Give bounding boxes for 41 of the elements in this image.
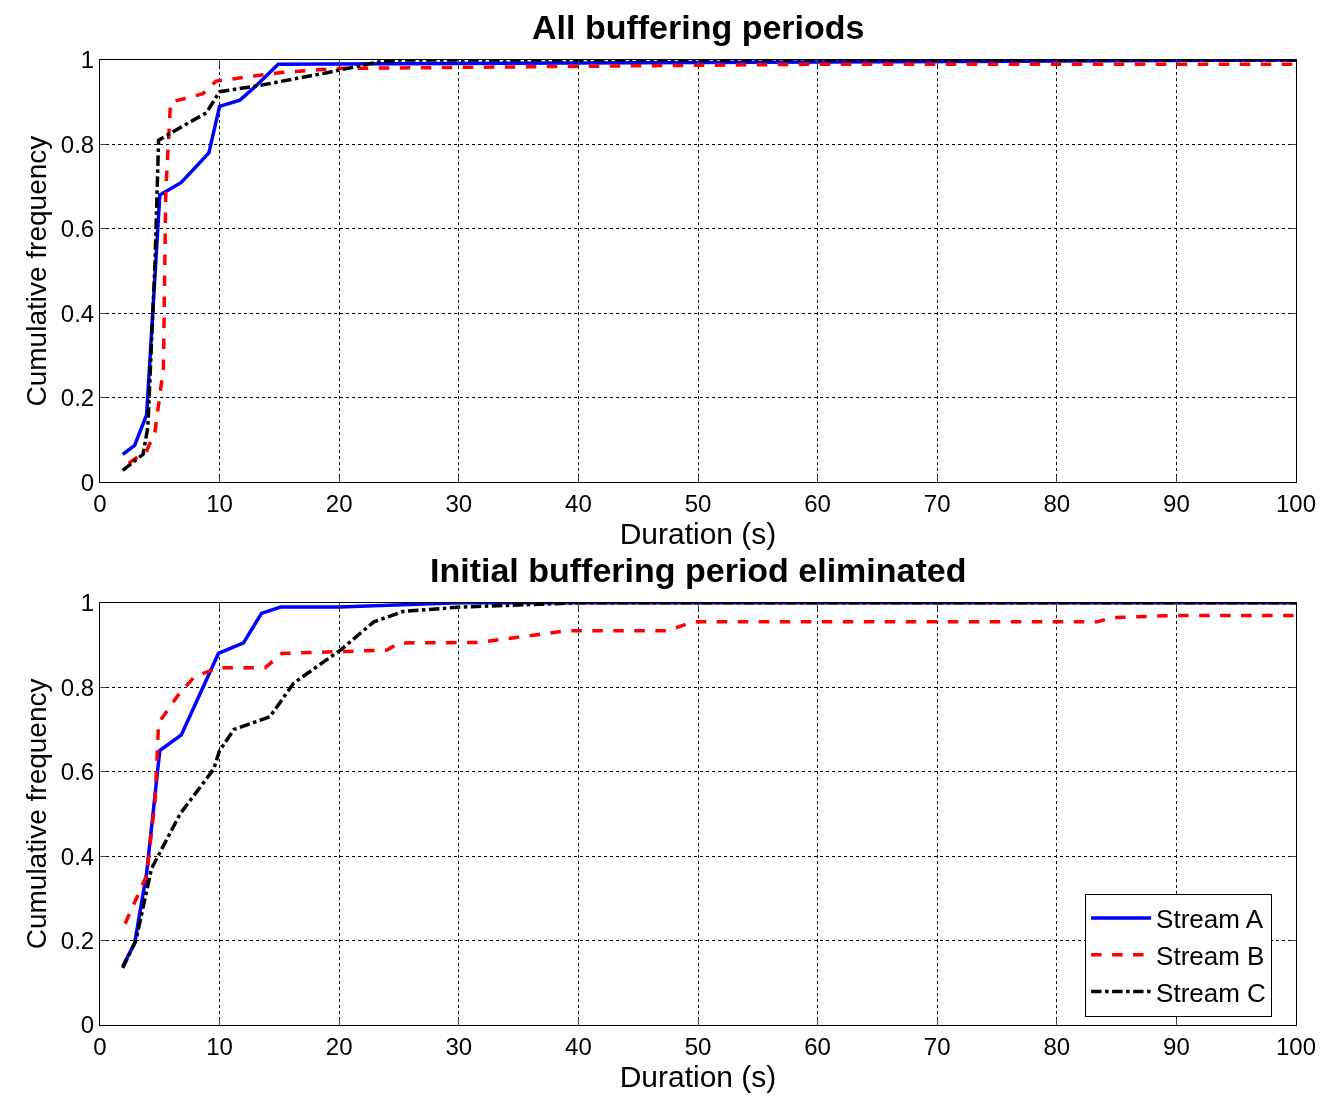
x-axis-title: Duration (s) — [619, 516, 777, 550]
x-tick-label: 90 — [1163, 489, 1190, 517]
chart-title: All buffering periods — [532, 8, 865, 46]
y-tick-label: 0.8 — [60, 130, 95, 158]
chart-title: Initial buffering period eliminated — [430, 551, 967, 589]
y-tick-label: 1 — [80, 589, 95, 617]
y-tick-label: 0 — [80, 1011, 95, 1039]
x-tick-label: 90 — [1163, 1032, 1190, 1060]
y-axis-title: Cumulative frequency — [20, 678, 52, 950]
legend-label: Stream C — [1156, 977, 1266, 1008]
x-tick-label: 70 — [923, 489, 951, 517]
x-tick-label: 50 — [684, 489, 712, 517]
x-axis-title: Duration (s) — [619, 1059, 777, 1093]
x-tick-label: 60 — [804, 1032, 831, 1060]
y-tick-label: 0.4 — [60, 842, 95, 870]
y-tick-label: 0 — [80, 468, 95, 496]
x-tick-label: 30 — [445, 1032, 473, 1060]
x-tick-label: 10 — [206, 1032, 233, 1060]
x-tick-label: 20 — [325, 489, 353, 517]
y-tick-label: 0.4 — [60, 299, 95, 327]
x-tick-label: 100 — [1275, 1032, 1317, 1060]
y-tick-label: 0.2 — [60, 384, 95, 412]
y-tick-label: 1 — [80, 46, 95, 74]
legend-label: Stream B — [1156, 940, 1265, 971]
y-axis-title: Cumulative frequency — [20, 135, 52, 407]
y-tick-label: 0.6 — [60, 758, 95, 786]
x-tick-label: 100 — [1275, 489, 1317, 517]
y-tick-label: 0.8 — [60, 673, 95, 701]
x-tick-label: 20 — [325, 1032, 353, 1060]
x-tick-label: 60 — [804, 489, 831, 517]
x-tick-label: 10 — [206, 489, 233, 517]
y-tick-label: 0.6 — [60, 215, 95, 243]
x-tick-label: 50 — [684, 1032, 712, 1060]
x-tick-label: 30 — [445, 489, 473, 517]
x-tick-label: 80 — [1043, 489, 1071, 517]
x-tick-label: 70 — [923, 1032, 951, 1060]
x-tick-label: 80 — [1043, 1032, 1071, 1060]
legend-label: Stream A — [1156, 904, 1264, 935]
x-tick-label: 40 — [565, 489, 592, 517]
x-tick-label: 40 — [565, 1032, 592, 1060]
y-tick-label: 0.2 — [60, 926, 95, 954]
